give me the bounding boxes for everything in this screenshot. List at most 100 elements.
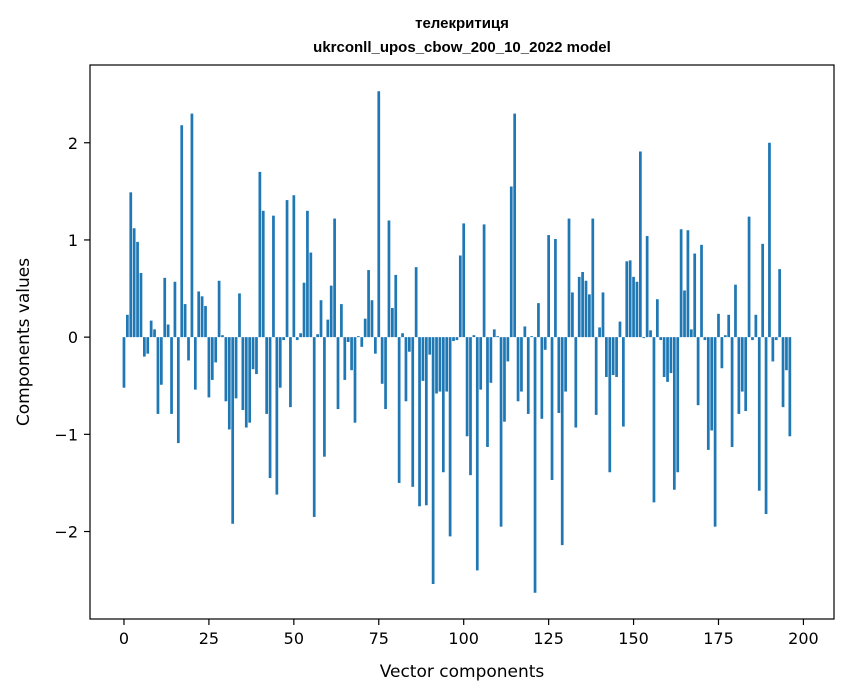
bar-83 — [404, 337, 408, 402]
bar-74 — [374, 337, 377, 354]
bar-161 — [669, 337, 673, 374]
bar-158 — [659, 337, 663, 341]
bar-28 — [217, 280, 221, 338]
bar-44 — [272, 215, 275, 338]
bar-120 — [530, 336, 533, 338]
bar-79 — [391, 307, 394, 338]
x-tick-label: 25 — [199, 629, 219, 648]
bar-141 — [601, 292, 605, 338]
bar-19 — [187, 337, 190, 361]
bar-163 — [676, 337, 680, 473]
bar-136 — [584, 280, 588, 338]
bar-175 — [717, 313, 720, 338]
bar-13 — [166, 324, 170, 338]
bar-143 — [608, 337, 612, 473]
bar-69 — [357, 336, 360, 338]
bar-131 — [567, 218, 571, 338]
bar-65 — [343, 337, 347, 380]
bar-29 — [221, 335, 224, 338]
bar-155 — [649, 330, 652, 338]
bar-196 — [788, 337, 792, 437]
bar-66 — [346, 337, 350, 342]
bar-92 — [435, 337, 438, 394]
bar-144 — [611, 337, 615, 376]
bar-133 — [574, 337, 578, 428]
bar-174 — [713, 337, 717, 527]
bar-159 — [662, 337, 666, 377]
bar-123 — [540, 337, 544, 419]
bar-91 — [431, 337, 435, 585]
bar-103 — [472, 335, 476, 338]
bar-102 — [469, 337, 472, 476]
y-tick-label: 2 — [68, 134, 78, 153]
bar-77 — [384, 337, 387, 410]
bar-107 — [486, 337, 489, 447]
bar-109 — [492, 329, 496, 338]
bar-154 — [645, 236, 649, 338]
bar-73 — [370, 300, 374, 338]
bar-70 — [360, 337, 364, 347]
bar-165 — [683, 290, 686, 338]
bar-10 — [156, 337, 160, 414]
bar-75 — [377, 91, 381, 338]
bar-12 — [163, 277, 167, 338]
bar-1 — [126, 314, 129, 338]
bar-93 — [438, 337, 442, 392]
bar-72 — [367, 270, 370, 338]
bar-81 — [397, 337, 401, 483]
bar-42 — [265, 337, 269, 414]
bar-166 — [686, 230, 690, 338]
bar-14 — [170, 337, 173, 414]
bar-63 — [336, 337, 340, 410]
bar-59 — [323, 337, 326, 457]
bar-182 — [740, 337, 744, 392]
bar-168 — [693, 253, 697, 338]
bar-34 — [238, 293, 241, 338]
bar-126 — [550, 337, 554, 481]
bar-20 — [190, 113, 194, 338]
bar-85 — [411, 337, 415, 487]
bar-145 — [615, 337, 618, 377]
bar-15 — [173, 281, 177, 338]
bar-110 — [496, 336, 500, 338]
bar-82 — [401, 333, 404, 338]
bar-32 — [231, 337, 235, 524]
bar-series — [122, 91, 792, 593]
bar-3 — [132, 228, 136, 338]
bar-46 — [278, 337, 282, 388]
bar-36 — [244, 337, 248, 428]
bar-16 — [176, 337, 180, 444]
bar-53 — [302, 282, 306, 338]
bar-47 — [282, 337, 285, 341]
bar-114 — [509, 186, 513, 338]
bar-88 — [421, 337, 425, 381]
bar-134 — [577, 276, 581, 338]
bar-140 — [598, 327, 601, 338]
bar-87 — [418, 337, 421, 507]
bar-194 — [781, 337, 785, 408]
bar-137 — [588, 294, 591, 338]
bar-164 — [679, 229, 683, 338]
x-tick-label: 100 — [448, 629, 479, 648]
bar-49 — [289, 337, 292, 408]
bar-117 — [520, 337, 523, 392]
bar-27 — [214, 337, 218, 363]
bar-188 — [761, 243, 765, 338]
bar-35 — [241, 337, 245, 411]
bar-116 — [516, 337, 520, 402]
bar-33 — [234, 337, 238, 399]
bar-130 — [564, 337, 567, 392]
y-axis-label: Components values — [14, 258, 34, 426]
bar-128 — [557, 337, 561, 413]
bar-111 — [499, 337, 503, 527]
bar-95 — [445, 337, 449, 392]
bar-178 — [727, 314, 731, 338]
bar-176 — [720, 337, 724, 369]
bar-89 — [424, 337, 428, 506]
bar-71 — [363, 318, 367, 338]
bar-5 — [139, 272, 143, 338]
bar-184 — [747, 216, 751, 338]
bar-180 — [734, 284, 737, 338]
bar-94 — [441, 337, 445, 473]
